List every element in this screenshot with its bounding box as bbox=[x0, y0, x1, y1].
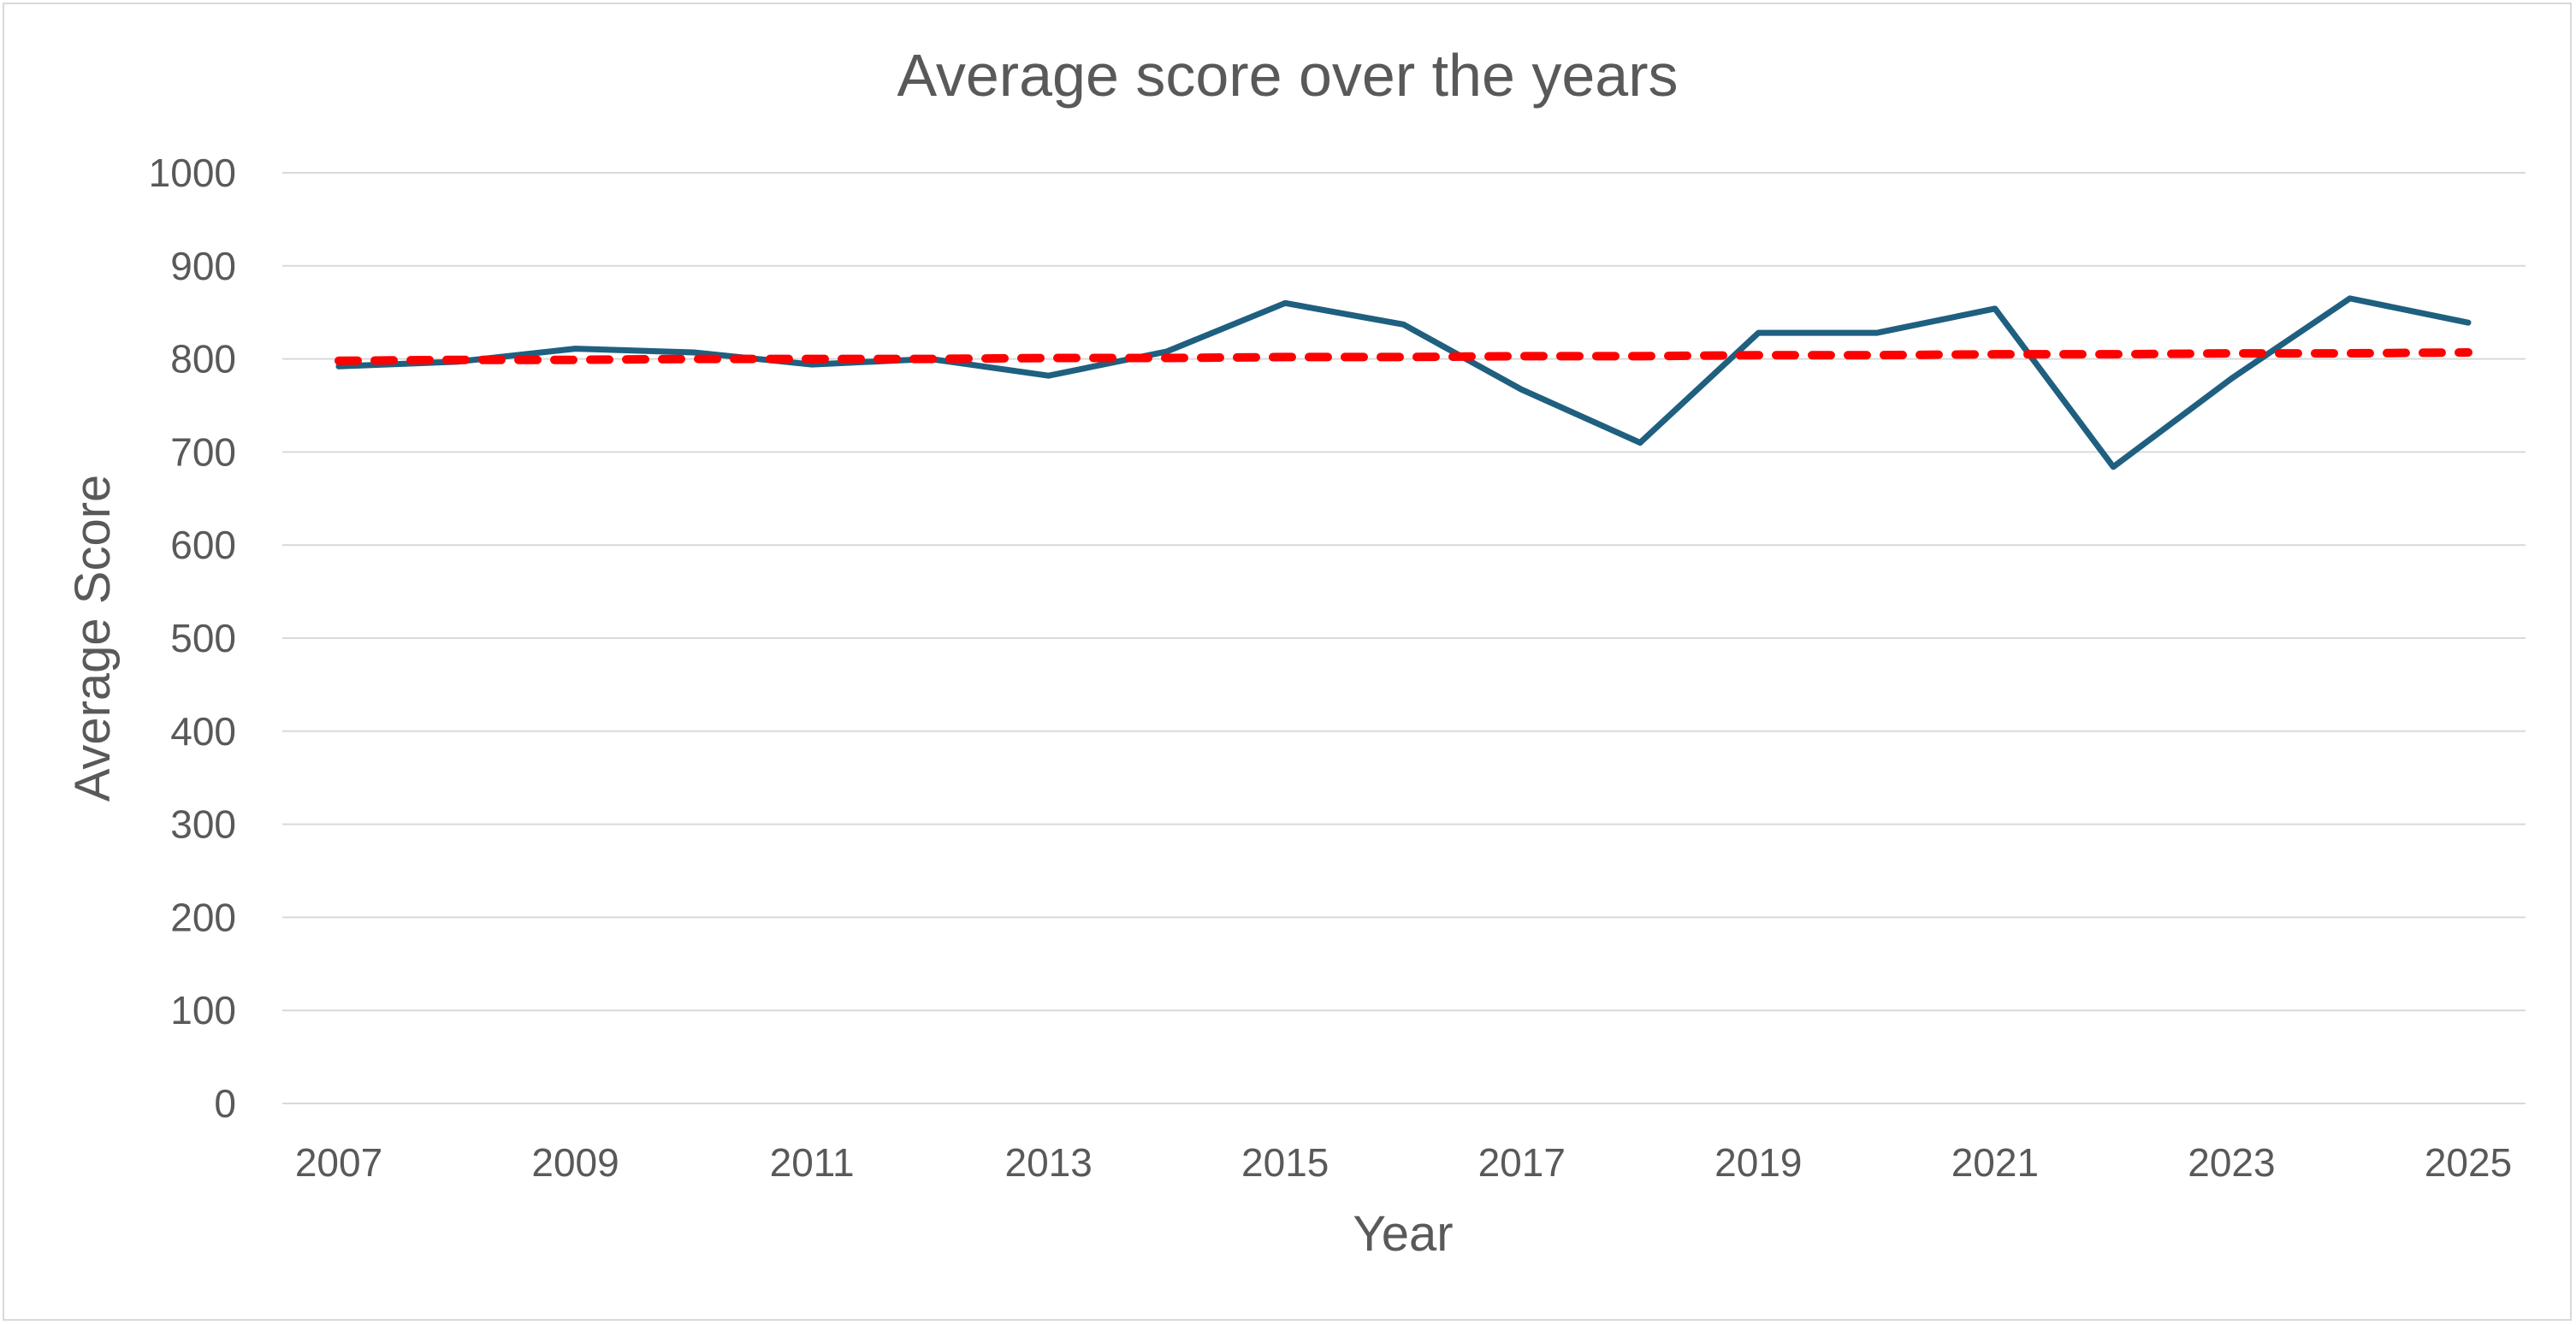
y-tick-label: 0 bbox=[214, 1081, 236, 1126]
y-axis-tick-labels: 0 100 200 300 400 500 600 700 800 900 1000 bbox=[149, 151, 236, 1126]
y-axis-title: Average Score bbox=[65, 475, 121, 802]
y-tick-label: 300 bbox=[170, 802, 236, 847]
y-tick-label: 700 bbox=[170, 429, 236, 474]
x-axis-title: Year bbox=[1353, 1206, 1453, 1262]
x-tick-label: 2025 bbox=[2425, 1140, 2512, 1185]
y-tick-label: 500 bbox=[170, 616, 236, 660]
y-tick-label: 800 bbox=[170, 337, 236, 382]
x-tick-label: 2015 bbox=[1241, 1140, 1329, 1185]
y-tick-label: 200 bbox=[170, 895, 236, 939]
trendline-series bbox=[335, 347, 2472, 365]
score-series-line bbox=[335, 295, 2472, 470]
x-tick-label: 2009 bbox=[531, 1140, 619, 1185]
chart-title: Average score over the years bbox=[897, 42, 1678, 109]
x-tick-label: 2023 bbox=[2188, 1140, 2275, 1185]
y-tick-label: 400 bbox=[170, 709, 236, 754]
y-tick-label: 600 bbox=[170, 523, 236, 567]
chart-frame bbox=[3, 3, 2572, 1321]
x-tick-label: 2011 bbox=[770, 1140, 855, 1185]
x-tick-label: 2013 bbox=[1004, 1140, 1092, 1185]
x-axis-tick-labels: 2007 2009 2011 2013 2015 2017 2019 2021 2023 2025 bbox=[295, 1140, 2512, 1185]
y-tick-label: 900 bbox=[170, 244, 236, 288]
y-tick-label: 1000 bbox=[149, 151, 236, 195]
gridlines bbox=[282, 172, 2526, 1104]
x-tick-label: 2007 bbox=[295, 1140, 382, 1185]
y-tick-label: 100 bbox=[170, 988, 236, 1032]
x-tick-label: 2021 bbox=[1951, 1140, 2039, 1185]
x-tick-label: 2019 bbox=[1714, 1140, 1802, 1185]
series-group bbox=[335, 295, 2472, 470]
x-tick-label: 2017 bbox=[1478, 1140, 1566, 1185]
